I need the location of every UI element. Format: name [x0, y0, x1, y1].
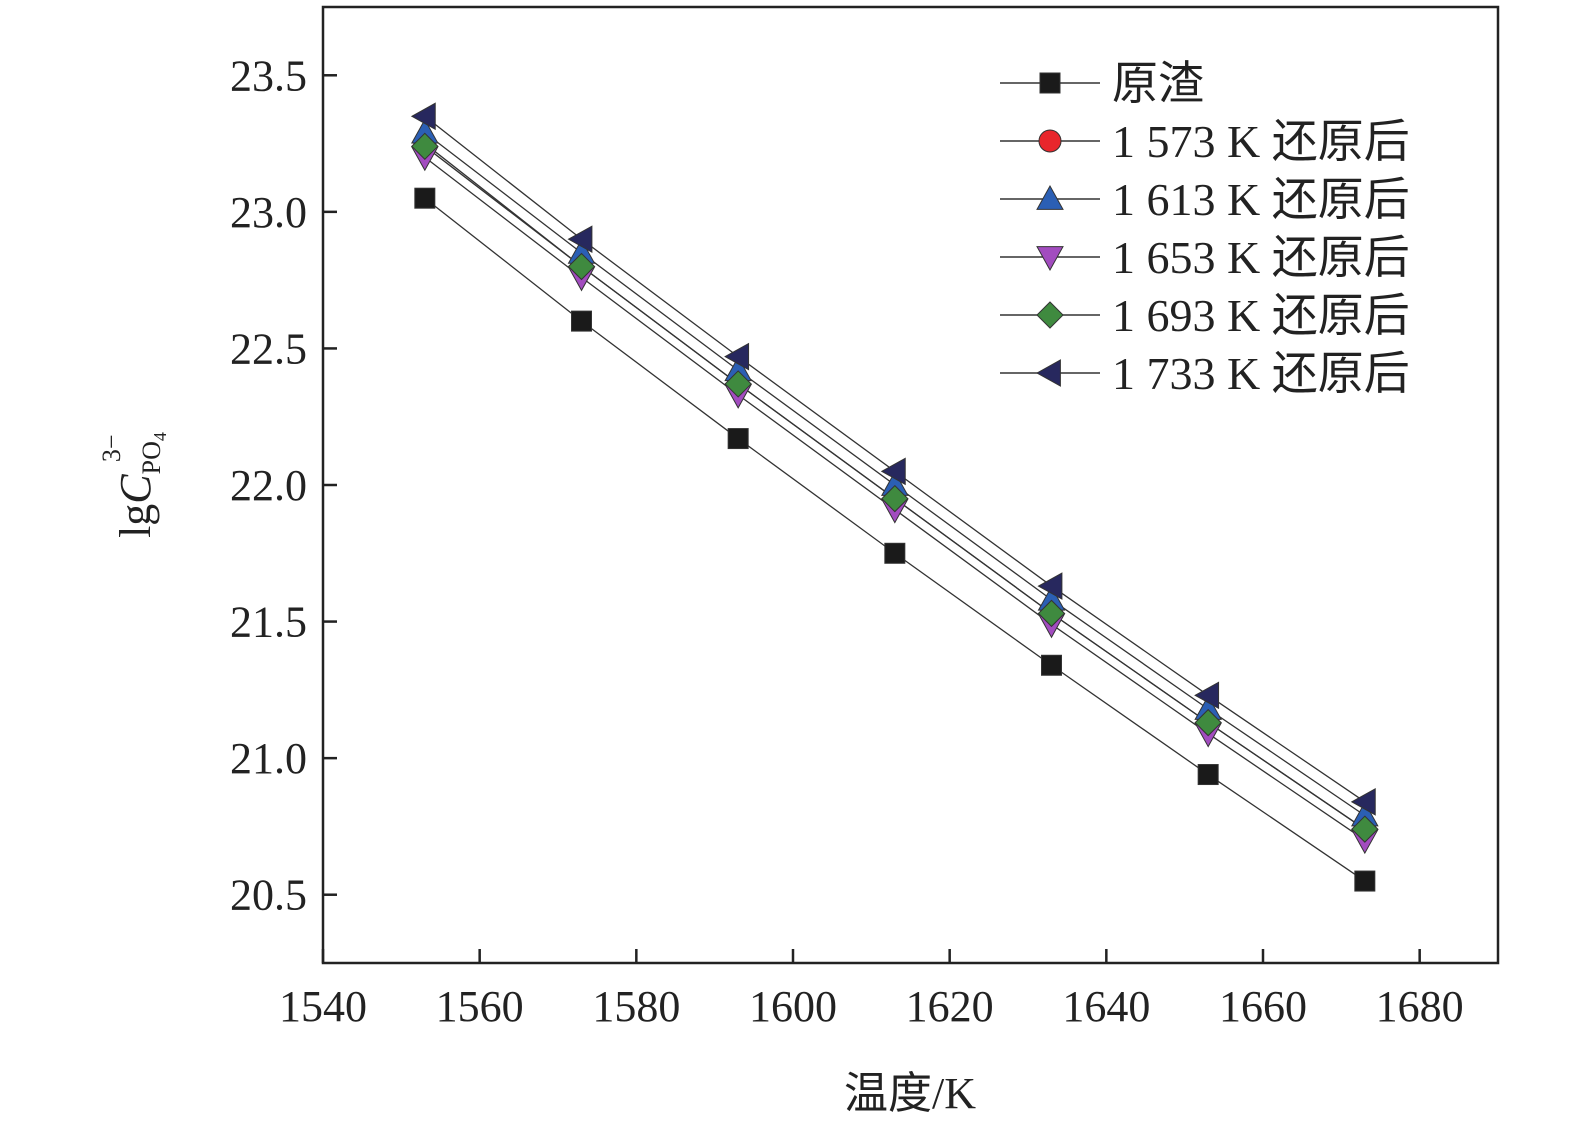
x-tick-label: 1560 [436, 982, 524, 1031]
data-point [414, 187, 436, 209]
x-tick-label: 1660 [1219, 982, 1307, 1031]
data-point [724, 370, 752, 398]
data-point [1350, 787, 1376, 816]
y-axis: 20.5 21.0 21.5 22.0 22.5 23.0 23.5 [230, 51, 337, 920]
data-point [1194, 681, 1220, 710]
data-point [1351, 815, 1379, 843]
y-tick-label: 21.0 [230, 734, 307, 783]
x-tick-label: 1580 [592, 982, 680, 1031]
data-point [724, 342, 750, 371]
y-axis-label-superscript: 3− [97, 434, 126, 462]
data-point [1041, 654, 1062, 676]
svg-text:lgCPO43−: lgCPO4 3− [97, 432, 170, 538]
legend-marker [1036, 246, 1064, 272]
y-tick-label: 20.5 [230, 871, 307, 920]
data-point [410, 102, 436, 131]
legend-marker [1036, 184, 1064, 210]
y-tick-label: 23.0 [230, 188, 307, 237]
series-layer [410, 102, 1379, 892]
legend-marker [1036, 301, 1064, 329]
legend-label: 1 613 K 还原后 [1112, 174, 1410, 225]
legend-marker [1039, 72, 1061, 94]
y-axis-label: lgCPO4 3− [97, 432, 170, 538]
data-point [727, 428, 749, 450]
data-point [881, 484, 909, 513]
legend-item: 1 573 K 还原后 [1000, 116, 1410, 167]
y-axis-label-subscript: PO [137, 441, 166, 474]
data-point [1197, 764, 1219, 786]
legend-label: 1 573 K 还原后 [1112, 116, 1410, 167]
data-point [1037, 599, 1066, 628]
series-markers-0 [414, 187, 1376, 892]
legend-marker [1038, 129, 1062, 153]
x-tick-label: 1540 [279, 982, 367, 1031]
y-axis-label-prefix: lg [111, 504, 160, 538]
series-markers-2 [410, 118, 1379, 827]
data-point [567, 252, 596, 281]
x-tick-label: 1600 [749, 982, 837, 1031]
legend-label: 1 653 K 还原后 [1112, 232, 1410, 283]
data-point [571, 310, 592, 332]
legend: 原渣 1 573 K 还原后 1 613 K 还原后 1 653 K 还原后 1 693… [1000, 58, 1410, 399]
y-tick-label: 21.5 [230, 598, 307, 647]
data-point [411, 132, 439, 161]
legend-label: 原渣 [1112, 58, 1204, 109]
legend-item: 1 613 K 还原后 [1000, 174, 1410, 225]
x-axis: 1540 1560 1580 1600 1620 1640 1660 1680 [279, 949, 1464, 1031]
x-tick-label: 1640 [1062, 982, 1150, 1031]
y-tick-label: 22.5 [230, 324, 307, 373]
data-point [1354, 870, 1376, 892]
y-tick-label: 23.5 [230, 51, 307, 100]
legend-marker [1035, 359, 1061, 387]
data-point [1037, 572, 1063, 600]
series-markers-5 [410, 102, 1376, 816]
x-axis-label: 温度/K [844, 1069, 976, 1118]
data-point [884, 542, 906, 564]
data-point [880, 457, 906, 486]
legend-label: 1 733 K 还原后 [1112, 348, 1410, 399]
data-point [1194, 708, 1222, 737]
data-point [567, 225, 593, 254]
series-markers-4 [411, 132, 1379, 843]
legend-label: 1 693 K 还原后 [1112, 290, 1410, 341]
legend-item: 1 653 K 还原后 [1000, 232, 1410, 283]
y-axis-label-symbol: C [111, 474, 160, 504]
legend-item: 1 693 K 还原后 [1000, 290, 1410, 341]
legend-item: 原渣 [1000, 58, 1204, 109]
x-tick-label: 1620 [906, 982, 994, 1031]
x-tick-label: 1680 [1376, 982, 1464, 1031]
legend-item: 1 733 K 还原后 [1000, 348, 1410, 399]
y-tick-label: 22.0 [230, 461, 307, 510]
y-axis-label-subscript-index: 4 [150, 432, 170, 441]
